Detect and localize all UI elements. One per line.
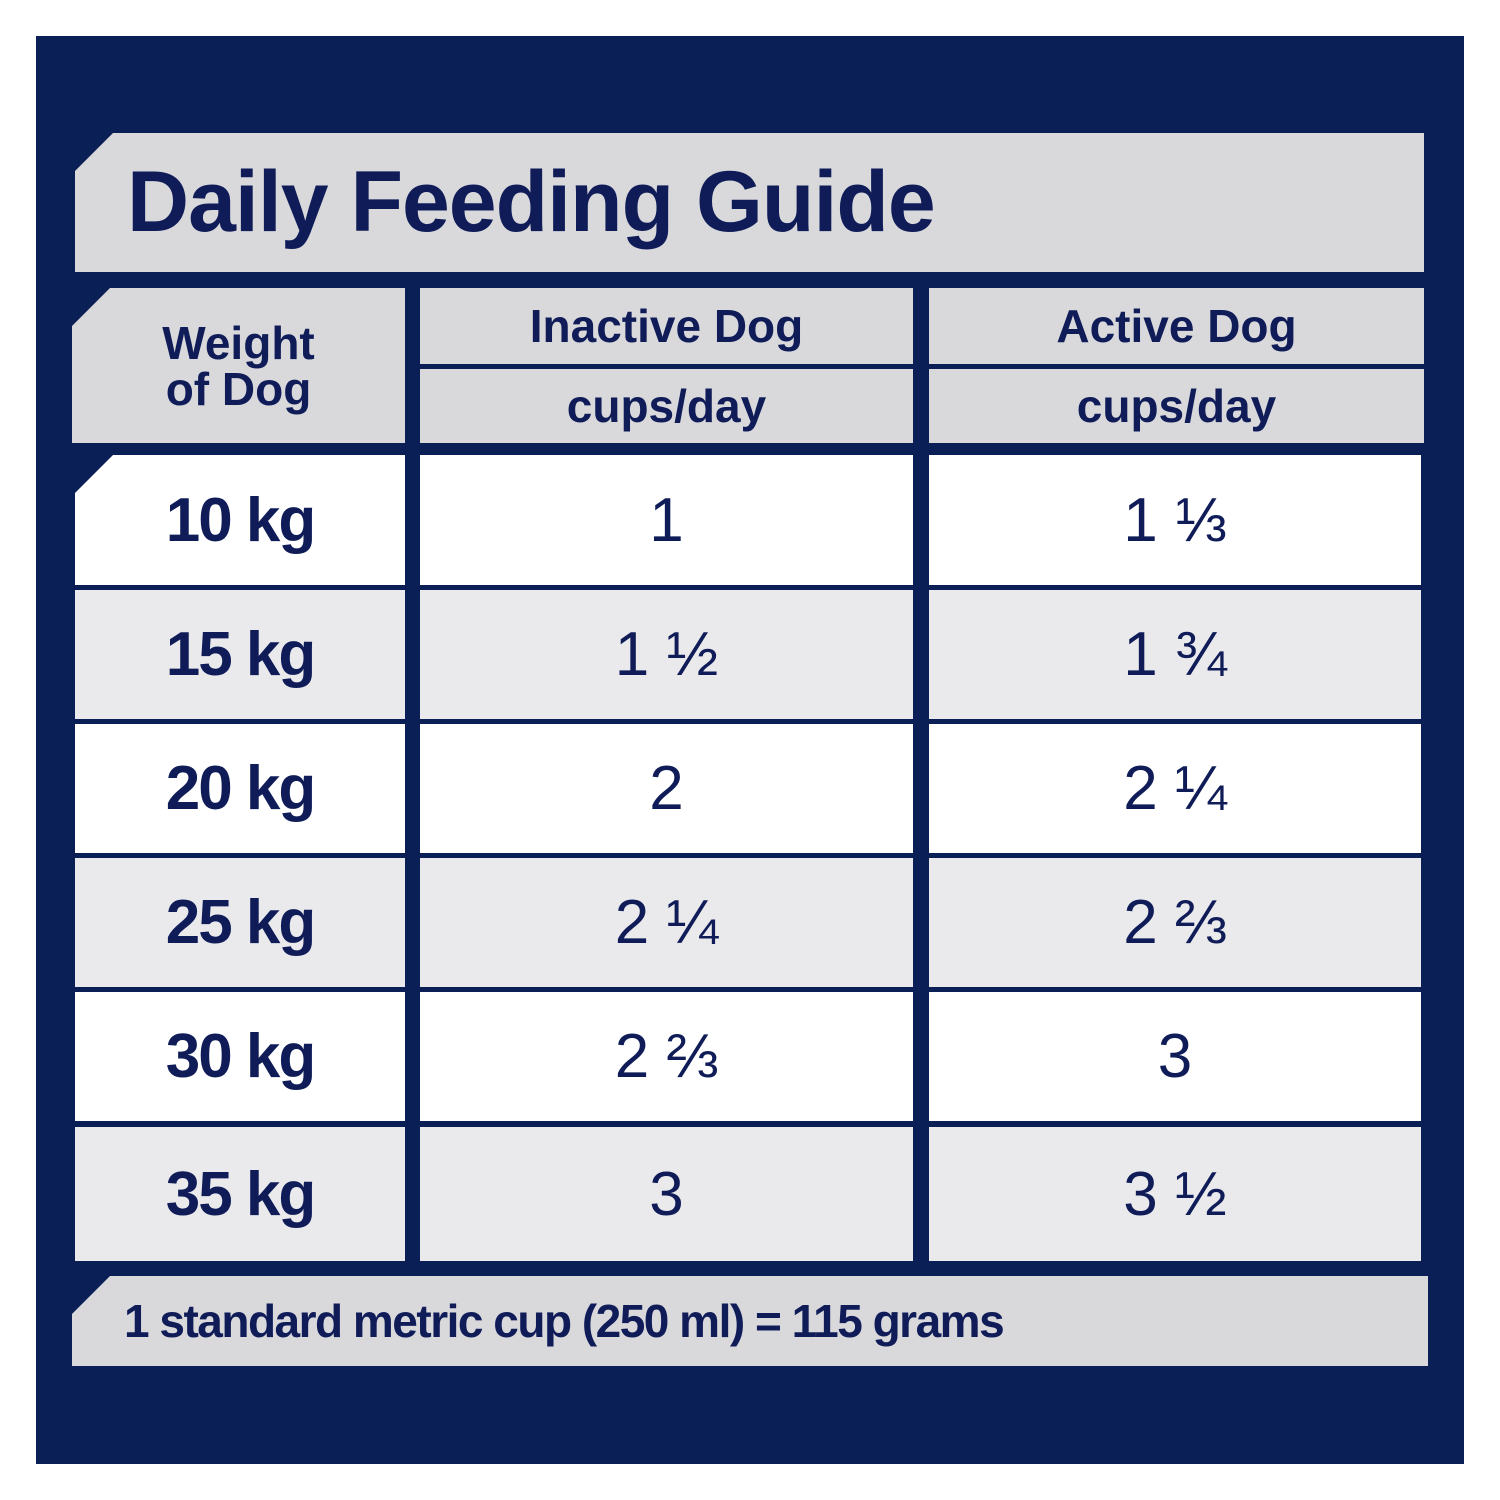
weight-cell: 30 kg (75, 992, 405, 1121)
header-inactive: Inactive Dog (420, 288, 913, 364)
title-band: Daily Feeding Guide (75, 133, 1424, 272)
active-cell: 1 ⅓ (929, 455, 1421, 585)
inactive-cell: 2 ¼ (420, 858, 913, 987)
active-cell: 1 ¾ (929, 590, 1421, 719)
header-inactive-unit: cups/day (420, 369, 913, 443)
header-weight-line2: of Dog (165, 362, 312, 415)
weight-cell: 25 kg (75, 858, 405, 987)
inactive-cell: 2 (420, 724, 913, 853)
header-active: Active Dog (929, 288, 1424, 364)
inactive-cell: 1 ½ (420, 590, 913, 719)
active-cell: 2 ⅔ (929, 858, 1421, 987)
active-cell: 3 ½ (929, 1127, 1421, 1261)
header-weight: Weight of Dog (72, 288, 405, 443)
footer-text: 1 standard metric cup (250 ml) = 115 gra… (124, 1295, 1005, 1347)
active-cell: 2 ¼ (929, 724, 1421, 853)
inactive-cell: 2 ⅔ (420, 992, 913, 1121)
weight-cell: 15 kg (75, 590, 405, 719)
header-weight-line1: Weight (162, 316, 315, 369)
inactive-cell: 1 (420, 455, 913, 585)
page-title: Daily Feeding Guide (127, 154, 936, 250)
active-cell: 3 (929, 992, 1421, 1121)
footer-note: 1 standard metric cup (250 ml) = 115 gra… (72, 1276, 1428, 1366)
weight-cell: 35 kg (75, 1127, 405, 1261)
weight-cell: 10 kg (75, 455, 405, 585)
header-active-unit: cups/day (929, 369, 1424, 443)
weight-cell: 20 kg (75, 724, 405, 853)
inactive-cell: 3 (420, 1127, 913, 1261)
